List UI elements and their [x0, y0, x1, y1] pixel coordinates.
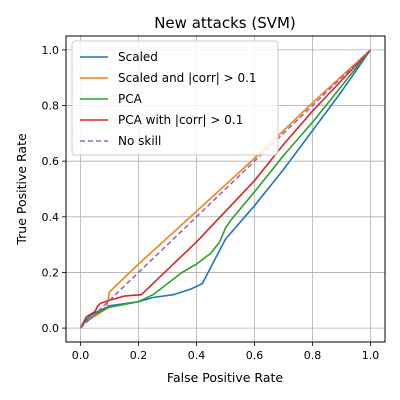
- chart-title: New attacks (SVM): [154, 14, 296, 32]
- legend-label-pca-with-corr-0-1: PCA with |corr| > 0.1: [118, 113, 243, 127]
- x-tick-label: 0.2: [130, 349, 148, 362]
- x-axis-label: False Positive Rate: [167, 370, 283, 385]
- y-tick-label: 0.4: [42, 211, 60, 224]
- plot-frame: [65, 35, 386, 343]
- x-tick-label: 0.8: [304, 349, 322, 362]
- y-tick-label: 0.2: [42, 266, 60, 279]
- legend-label-no-skill: No skill: [118, 134, 161, 148]
- legend-label-scaled-and-corr-0-1: Scaled and |corr| > 0.1: [118, 71, 257, 85]
- legend-box: [71, 40, 279, 156]
- x-tick-label: 0.4: [188, 349, 206, 362]
- y-axis-label: True Positive Rate: [14, 133, 29, 246]
- y-tick-label: 0.6: [42, 155, 60, 168]
- x-tick-label: 1.0: [362, 349, 380, 362]
- ticks: 0.0 0.2 0.4 0.6 0.8 1.0 0.0 0.2 0.4 0.6 0.8 1.0: [42, 44, 380, 362]
- legend: Scaled Scaled and |corr| > 0.1 PCA PCA with…: [71, 40, 279, 156]
- y-tick-label: 1.0: [42, 44, 60, 57]
- series-line-no-skill: [79, 49, 372, 329]
- x-tick-label: 0.6: [246, 349, 264, 362]
- series-line-pca-with-corr-0-1: [79, 49, 372, 329]
- y-tick-label: 0.8: [42, 100, 60, 113]
- legend-label-pca: PCA: [118, 92, 143, 106]
- y-tick-label: 0.0: [42, 322, 60, 335]
- x-tick-label: 0.0: [72, 349, 90, 362]
- legend-label-scaled: Scaled: [118, 50, 158, 64]
